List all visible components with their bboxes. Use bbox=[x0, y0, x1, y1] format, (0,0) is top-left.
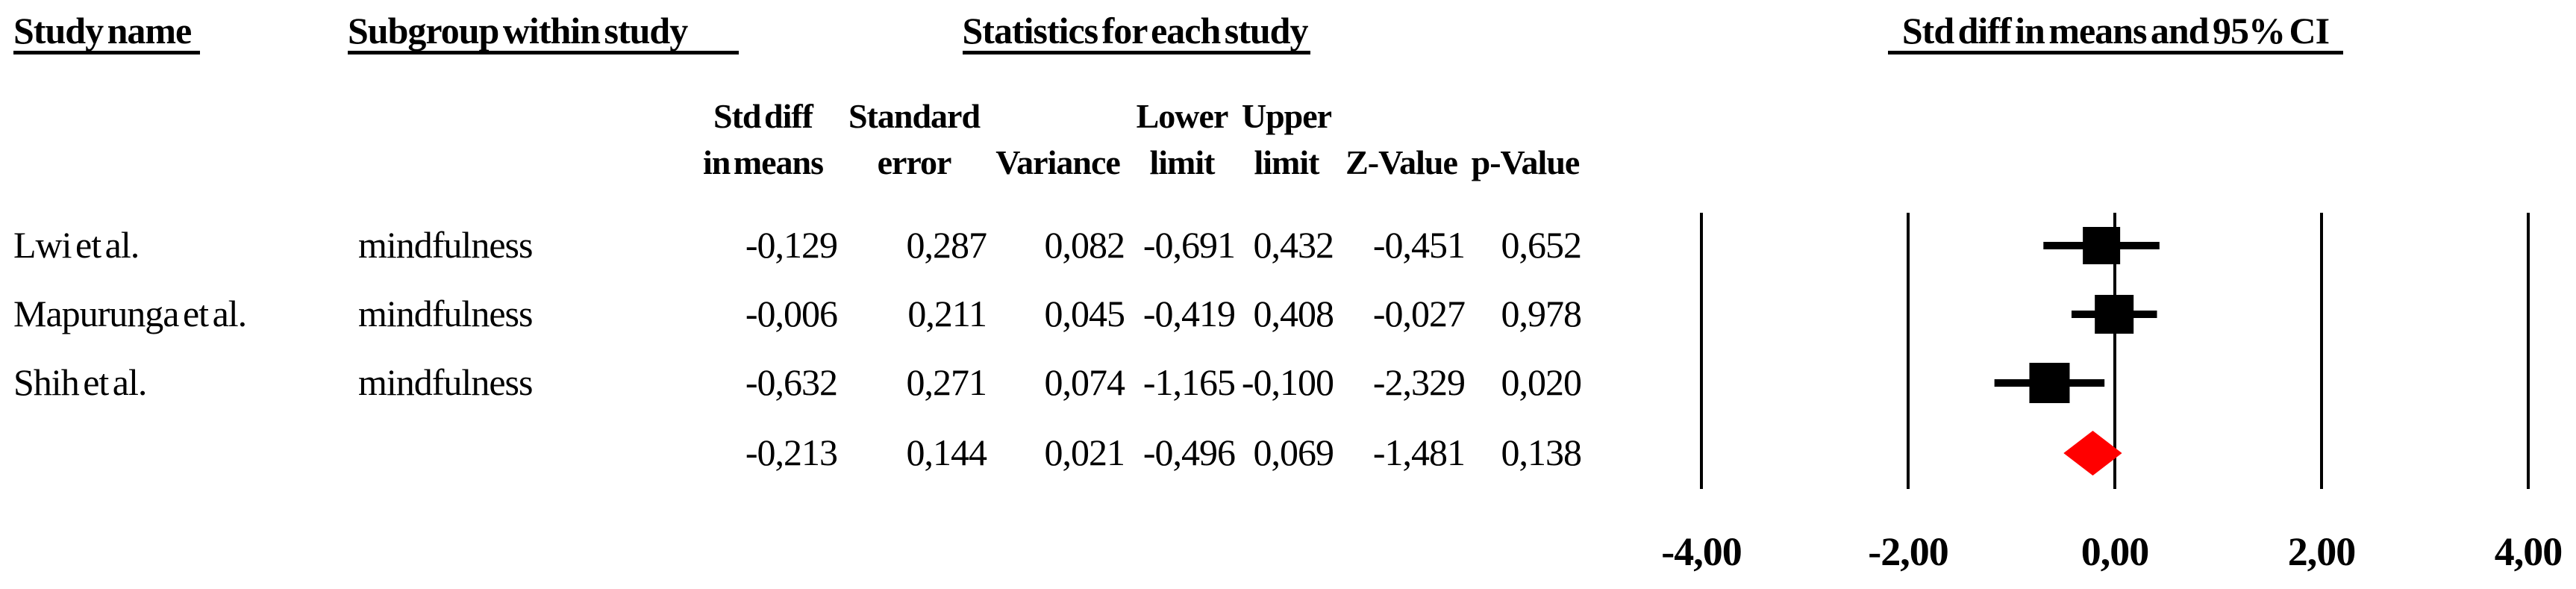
p-value: 0,138 bbox=[1501, 431, 1583, 473]
column-header-ci: Std diff in means and 95% CI bbox=[1901, 10, 2330, 52]
column-header-subgroup: Subgroup within study bbox=[348, 10, 688, 52]
study-name: Lwi et al. bbox=[13, 224, 140, 266]
axis-tick-label: -2,00 bbox=[1868, 529, 1948, 574]
subgroup-value: mindfulness bbox=[358, 293, 533, 334]
axis-tick-label: 0,00 bbox=[2081, 529, 2149, 574]
upper-limit-value: 0,432 bbox=[1253, 224, 1335, 266]
summary-row: -0,213 0,144 0,021 -0,496 0,069 -1,481 0… bbox=[0, 430, 1584, 475]
std-diff-value: -0,213 bbox=[745, 431, 838, 473]
axis-tick-label: 2,00 bbox=[2288, 529, 2356, 574]
variance-value: 0,082 bbox=[1044, 224, 1126, 266]
lower-limit-value: -0,496 bbox=[1142, 431, 1236, 473]
lower-limit-value: -0,419 bbox=[1142, 293, 1236, 334]
std-err-value: 0,211 bbox=[907, 293, 987, 334]
z-value: -0,027 bbox=[1372, 293, 1466, 334]
column-header-statistics: Statistics for each study bbox=[962, 10, 1308, 52]
stat-subheader-row-1: Std diff Standard Lower Upper bbox=[0, 94, 1584, 139]
std-diff-value: -0,129 bbox=[745, 224, 838, 266]
p-value: 0,652 bbox=[1501, 224, 1583, 266]
p-value: 0,020 bbox=[1501, 361, 1583, 403]
std-diff-value: -0,632 bbox=[745, 361, 838, 403]
p-value: 0,978 bbox=[1501, 293, 1583, 334]
subheader-std-diff-2: in means bbox=[702, 143, 824, 181]
std-err-value: 0,287 bbox=[906, 224, 988, 266]
lower-limit-value: -1,165 bbox=[1142, 361, 1236, 403]
study-square-marker bbox=[2083, 227, 2121, 264]
header-underline-ci bbox=[1888, 51, 2343, 54]
variance-value: 0,045 bbox=[1044, 293, 1126, 334]
study-square-marker bbox=[2029, 363, 2070, 403]
std-err-value: 0,144 bbox=[906, 431, 988, 473]
z-value: -1,481 bbox=[1372, 431, 1466, 473]
header-underline-subgroup bbox=[348, 51, 739, 54]
std-diff-value: -0,006 bbox=[745, 293, 838, 334]
upper-limit-value: 0,408 bbox=[1253, 293, 1335, 334]
variance-value: 0,074 bbox=[1044, 361, 1126, 403]
z-value: -2,329 bbox=[1372, 361, 1466, 403]
header-underline-statistics bbox=[963, 51, 1310, 54]
subheader-std-diff-1: Std diff bbox=[713, 97, 813, 135]
subheader-lower-2: limit bbox=[1149, 143, 1216, 181]
subheader-upper-2: limit bbox=[1254, 143, 1320, 181]
study-name: Shih et al. bbox=[13, 361, 147, 403]
table-row: Shih et al. mindfulness -0,632 0,271 0,0… bbox=[0, 360, 1584, 405]
axis-tick-label: 4,00 bbox=[2495, 529, 2563, 574]
std-err-value: 0,271 bbox=[906, 361, 988, 403]
table-row: Mapurunga et al. mindfulness -0,006 0,21… bbox=[0, 291, 1584, 336]
subheader-upper-1: Upper bbox=[1241, 97, 1332, 135]
table-row: Lwi et al. mindfulness -0,129 0,287 0,08… bbox=[0, 222, 1584, 267]
column-header-study-name: Study name bbox=[13, 10, 192, 52]
subgroup-value: mindfulness bbox=[358, 361, 533, 403]
study-square-marker bbox=[2095, 295, 2134, 334]
subheader-variance-2: Variance bbox=[995, 143, 1121, 181]
upper-limit-value: -0,100 bbox=[1241, 361, 1334, 403]
subheader-zvalue-2: Z-Value bbox=[1345, 143, 1458, 181]
subheader-std-err-1: Standard bbox=[848, 97, 981, 135]
upper-limit-value: 0,069 bbox=[1253, 431, 1335, 473]
subgroup-value: mindfulness bbox=[358, 224, 533, 266]
variance-value: 0,021 bbox=[1044, 431, 1126, 473]
study-name: Mapurunga et al. bbox=[13, 293, 247, 334]
subheader-pvalue-2: p-Value bbox=[1471, 143, 1581, 181]
summary-diamond-marker bbox=[2063, 431, 2122, 476]
axis-tick-label: -4,00 bbox=[1661, 529, 1741, 574]
header-underline-study bbox=[13, 51, 200, 54]
subheader-std-err-2: error bbox=[877, 143, 952, 181]
subheader-lower-1: Lower bbox=[1136, 97, 1229, 135]
lower-limit-value: -0,691 bbox=[1142, 224, 1236, 266]
stat-subheader-row-2: in means error Variance limit limit Z-Va… bbox=[0, 140, 1584, 185]
z-value: -0,451 bbox=[1372, 224, 1466, 266]
